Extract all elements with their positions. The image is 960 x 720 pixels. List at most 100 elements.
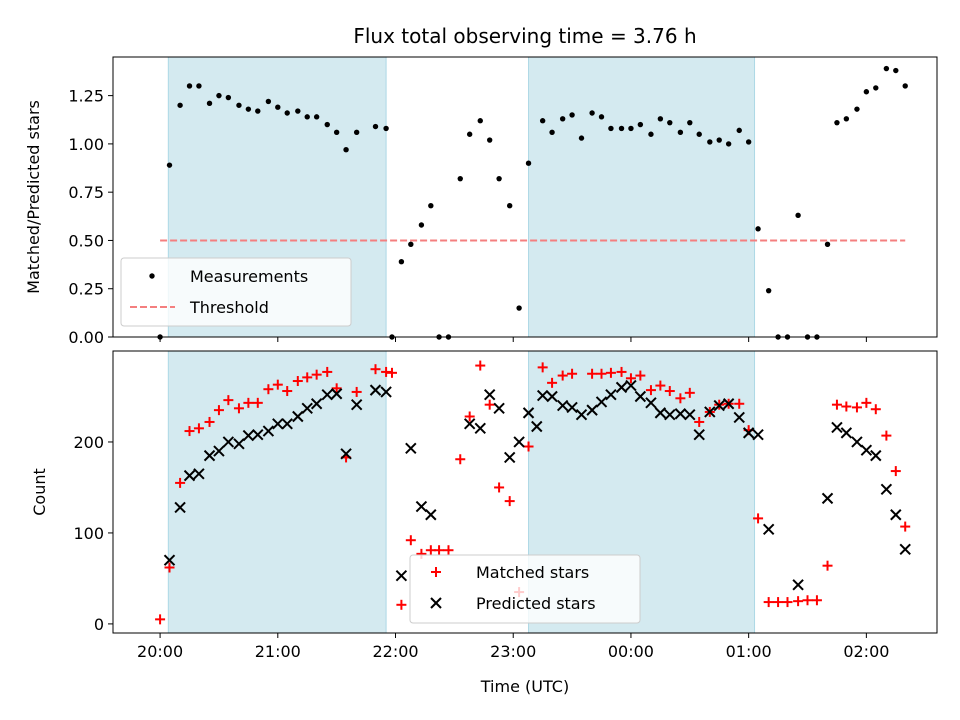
predicted-star-point <box>870 449 882 462</box>
top-ytick-label: 1.00 <box>68 135 104 154</box>
matched-star-point <box>851 402 862 413</box>
legend-predicted-marker <box>430 597 442 609</box>
predicted-star-point-b <box>301 402 313 415</box>
predicted-star-point <box>262 425 275 437</box>
predicted-star-point <box>704 406 716 418</box>
measurement-point <box>408 241 414 248</box>
measurement-point <box>589 110 595 116</box>
predicted-star-point <box>369 384 382 396</box>
measurement-point <box>324 121 330 128</box>
matched-star-point <box>484 399 495 410</box>
predicted-star-point-b <box>831 421 843 434</box>
predicted-star-point-b <box>792 579 804 591</box>
predicted-star-point-b <box>531 420 543 433</box>
measurement-point <box>284 110 290 116</box>
predicted-star-point <box>654 407 667 419</box>
measurement-point <box>657 116 664 122</box>
matched-star-point <box>734 398 745 409</box>
predicted-star-point-b <box>463 418 476 430</box>
counts-points-layer <box>155 360 911 625</box>
matched-star-point <box>587 368 598 379</box>
measurement-point <box>333 129 340 136</box>
predicted-star-point <box>792 579 804 591</box>
measurement-point <box>383 125 389 132</box>
measurement-point <box>725 141 732 147</box>
predicted-star-point-b <box>281 418 293 430</box>
predicted-star-point <box>634 390 647 403</box>
measurement-point <box>477 118 483 124</box>
legend-matched-label: Matched stars <box>476 563 589 582</box>
top-ytick-label: 0.00 <box>68 328 104 347</box>
predicted-star-point-b <box>369 384 382 396</box>
predicted-star-point-b <box>340 448 352 460</box>
predicted-star-point <box>163 554 176 566</box>
top-y-ticks: 0.00 0.25 0.50 0.75 1.00 1.25 <box>68 87 113 347</box>
measurement-point <box>559 116 566 122</box>
matched-star-point <box>523 441 534 452</box>
predicted-star-point <box>605 388 617 401</box>
matched-star-point <box>155 614 166 625</box>
matched-star-point <box>504 496 515 507</box>
predicted-star-point <box>415 500 428 513</box>
measurement-point <box>506 202 513 209</box>
bottom-shade-0 <box>168 351 387 633</box>
matched-star-point <box>881 430 892 441</box>
bottom-ytick-label: 100 <box>73 524 104 543</box>
measurement-point <box>398 258 405 265</box>
measurement-point <box>745 139 752 145</box>
matched-star-point <box>537 362 548 373</box>
matched-star-point <box>272 379 283 390</box>
measurements-panel: 0.00 0.25 0.50 0.75 1.00 1.25 Flux total obse… <box>24 24 938 347</box>
matched-star-point <box>900 521 911 532</box>
top-shade-1 <box>528 57 755 337</box>
predicted-star-point <box>536 389 549 402</box>
matched-star-point <box>405 535 416 546</box>
predicted-star-point <box>880 483 893 495</box>
predicted-star-point-b <box>350 398 363 411</box>
measurement-point <box>863 89 870 95</box>
matched-star-point <box>635 370 646 381</box>
measurement-point <box>824 241 831 248</box>
matched-star-point <box>193 423 204 434</box>
measurement-point <box>834 119 840 126</box>
matched-star-point <box>664 386 675 397</box>
predicted-star-point <box>890 509 902 521</box>
measurement-point <box>843 116 850 122</box>
measurement-point <box>516 305 522 311</box>
top-legend: Measurements Threshold <box>120 257 352 327</box>
matched-star-point <box>890 466 901 477</box>
measurement-point <box>275 104 281 110</box>
matched-star-point <box>831 399 842 410</box>
predicted-star-point-b <box>713 399 725 412</box>
predicted-star-point <box>463 418 476 430</box>
predicted-star-point-b <box>575 408 588 421</box>
bottom-xtick-label: 01:00 <box>726 642 772 661</box>
measurement-point <box>707 139 713 145</box>
predicted-star-point-b <box>252 428 264 441</box>
matched-star-point <box>370 364 381 375</box>
matched-star-point <box>822 560 833 571</box>
measurement-point <box>628 125 634 132</box>
measurement-point <box>755 226 761 232</box>
matched-star-point <box>763 597 774 608</box>
matched-star-point <box>164 562 175 573</box>
predicted-star-point <box>281 418 293 430</box>
measurement-point <box>177 102 183 108</box>
matched-star-point <box>675 393 686 404</box>
predicted-star-point <box>233 438 245 450</box>
predicted-star-point <box>174 501 186 514</box>
legend-measurements-label: Measurements <box>190 267 308 286</box>
matched-star-point <box>213 405 224 416</box>
predicted-star-point-b <box>704 406 716 418</box>
legend-threshold-label: Threshold <box>189 298 269 317</box>
predicted-star-point-b <box>292 410 304 423</box>
predicted-star-point-b <box>222 436 235 448</box>
predicted-star-point <box>664 408 676 421</box>
matched-star-point <box>204 416 215 427</box>
predicted-star-point <box>474 422 486 435</box>
predicted-star-point <box>222 436 235 448</box>
matched-star-point <box>645 385 656 396</box>
measurement-point <box>216 92 222 99</box>
predicted-star-point-b <box>752 428 764 441</box>
predicted-star-point <box>183 469 196 482</box>
